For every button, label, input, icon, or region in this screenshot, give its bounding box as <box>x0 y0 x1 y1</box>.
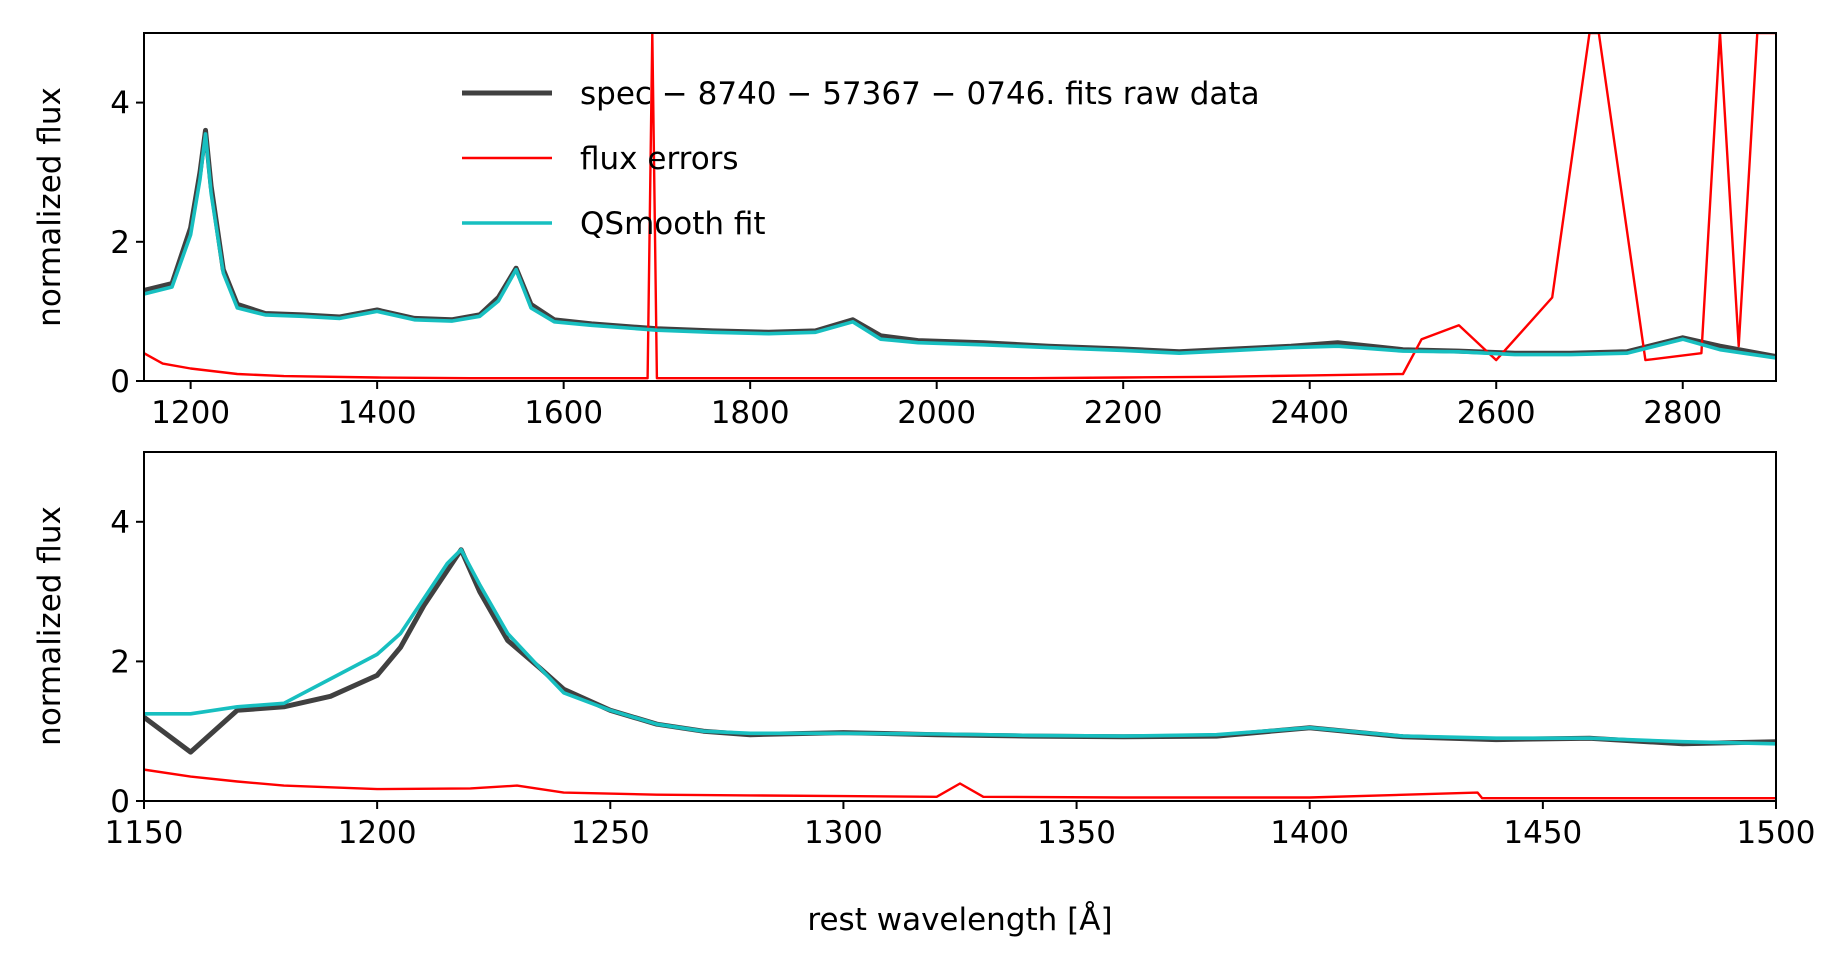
top-y-tick-label-2: 4 <box>110 86 130 122</box>
top-panel: 1200 1400 1600 1800 2000 2200 2400 2600 2800 0 2 4… <box>32 32 1777 431</box>
bottom-x-tick-label-5: 1400 <box>1270 815 1349 851</box>
bottom-plot-lines <box>144 547 1776 800</box>
bottom-y-axis-label: normalized flux <box>32 506 68 746</box>
legend-label-1: flux errors <box>580 141 739 177</box>
top-x-axis: 1200 1400 1600 1800 2000 2200 2400 2600 2800 <box>151 381 1722 431</box>
bottom-x-tick-label-2: 1250 <box>571 815 650 851</box>
top-x-tick-label-4: 2000 <box>897 395 976 431</box>
top-series-2-line <box>144 132 1776 360</box>
bottom-series-2-line <box>144 547 1776 746</box>
top-x-tick-label-0: 1200 <box>151 395 230 431</box>
bottom-series-0-line <box>144 547 1776 755</box>
bottom-panel: 1150 1200 1250 1300 1350 1400 1450 1500 0 2 4 nor… <box>32 451 1816 938</box>
top-x-tick-label-3: 1800 <box>711 395 790 431</box>
bottom-x-tick-label-6: 1450 <box>1503 815 1582 851</box>
top-x-tick-label-2: 1600 <box>524 395 603 431</box>
bottom-x-axis-label: rest wavelength [Å] <box>807 902 1112 938</box>
top-plot-lines <box>144 33 1776 380</box>
top-x-tick-label-7: 2600 <box>1457 395 1536 431</box>
top-series-1-line <box>144 33 1776 380</box>
legend-label-2: QSmooth fit <box>580 206 766 242</box>
legend: spec − 8740 − 57367 − 0746. fits raw dat… <box>462 76 1260 242</box>
bottom-y-tick-label-2: 4 <box>110 505 130 541</box>
bottom-plot-frame <box>143 451 1777 802</box>
bottom-y-tick-label-0: 0 <box>110 784 130 820</box>
top-x-tick-label-1: 1400 <box>338 395 417 431</box>
bottom-y-axis: 0 2 4 <box>110 505 144 820</box>
top-y-axis-label: normalized flux <box>32 87 68 327</box>
top-plot-frame <box>143 32 1777 382</box>
bottom-series-1-line <box>144 768 1776 800</box>
bottom-x-tick-label-3: 1300 <box>804 815 883 851</box>
top-x-tick-label-5: 2200 <box>1084 395 1163 431</box>
bottom-x-tick-label-0: 1150 <box>105 815 184 851</box>
top-x-tick-label-6: 2400 <box>1270 395 1349 431</box>
top-y-tick-label-1: 2 <box>110 225 130 261</box>
top-y-axis: 0 2 4 <box>110 86 144 400</box>
legend-label-0: spec − 8740 − 57367 − 0746. fits raw dat… <box>580 76 1260 112</box>
bottom-x-tick-label-7: 1500 <box>1737 815 1816 851</box>
top-y-tick-label-0: 0 <box>110 364 130 400</box>
bottom-x-axis: 1150 1200 1250 1300 1350 1400 1450 1500 <box>105 801 1816 851</box>
top-x-tick-label-8: 2800 <box>1643 395 1722 431</box>
bottom-x-tick-label-4: 1350 <box>1037 815 1116 851</box>
bottom-y-tick-label-1: 2 <box>110 644 130 680</box>
bottom-x-tick-label-1: 1200 <box>338 815 417 851</box>
